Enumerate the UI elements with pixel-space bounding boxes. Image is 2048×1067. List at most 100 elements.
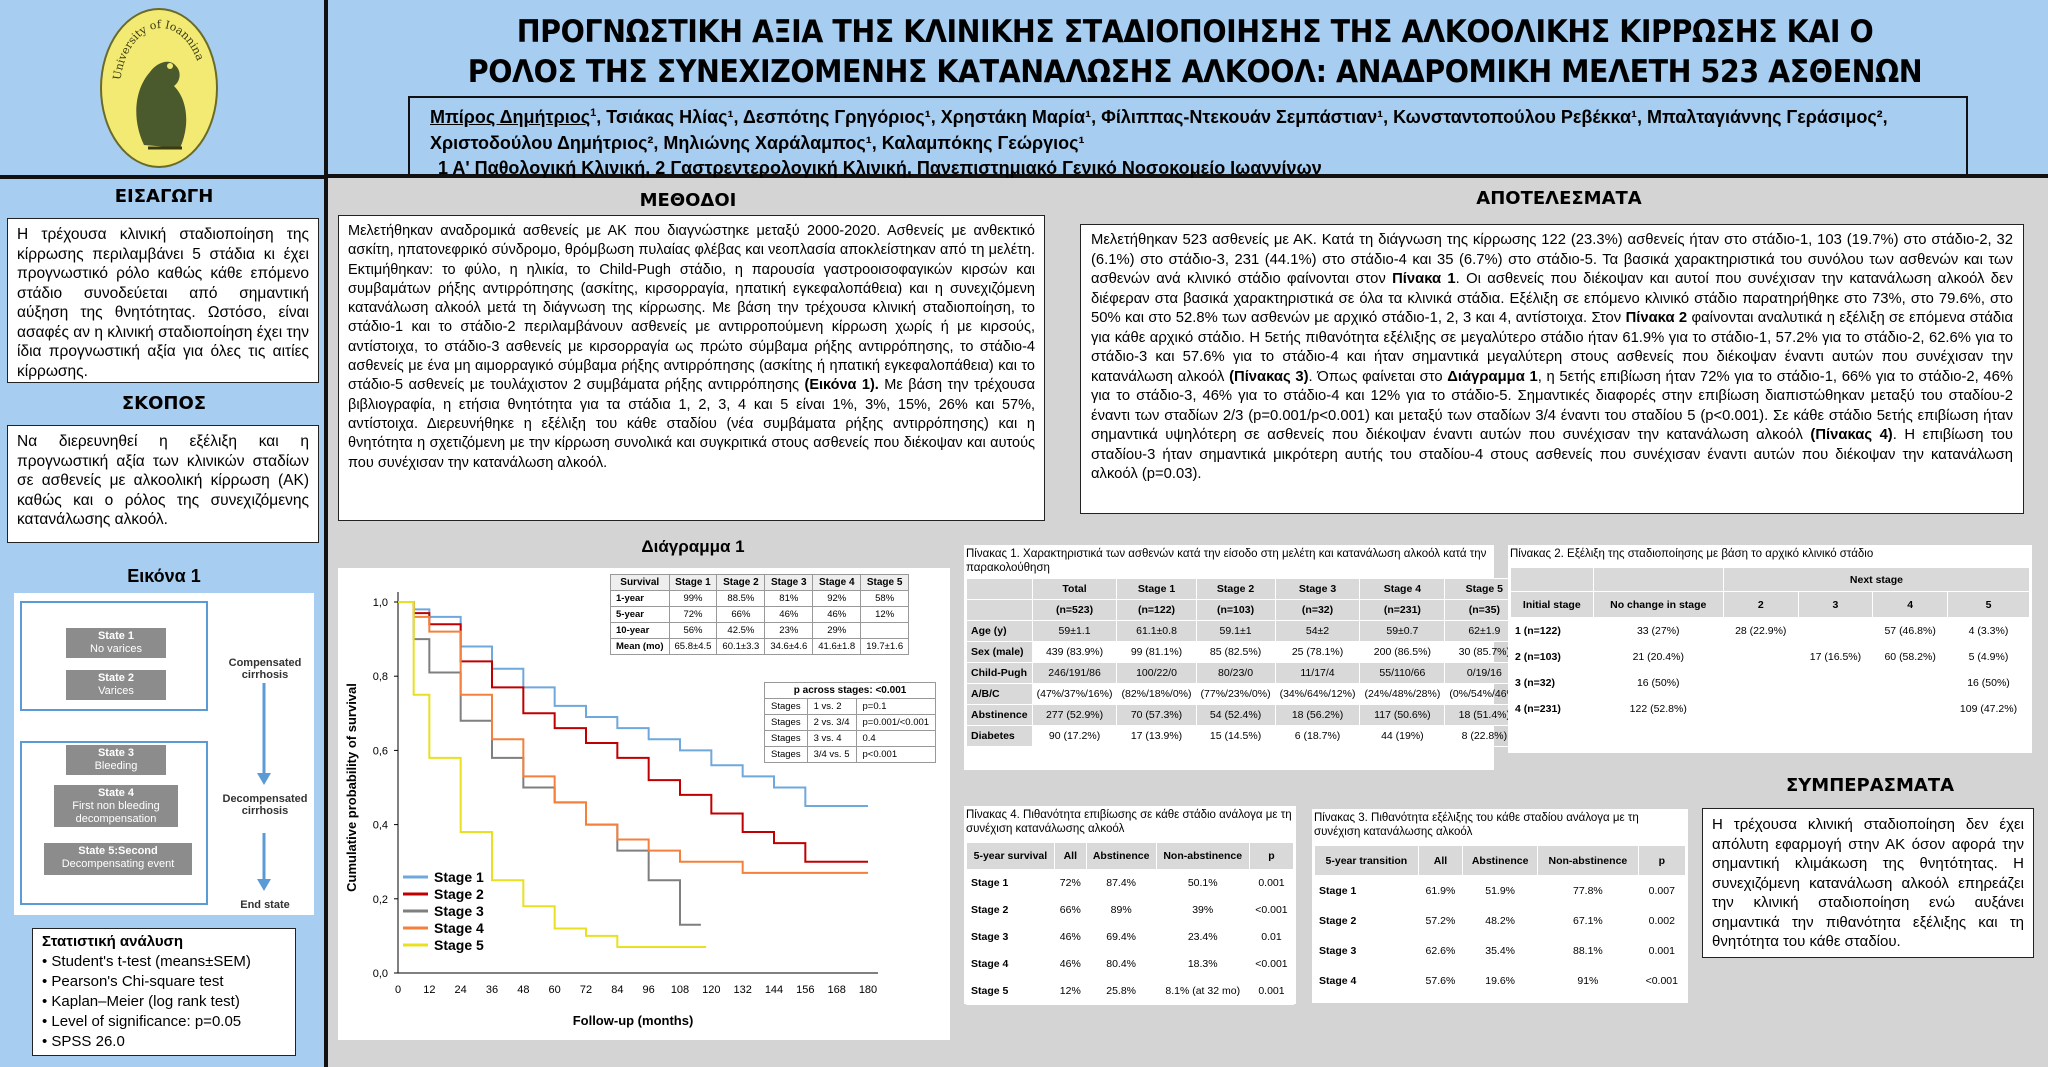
compensated-label: Compensated cirrhosis bbox=[228, 657, 302, 681]
aim-heading: ΣΚΟΠΟΣ bbox=[121, 393, 207, 414]
table-cell: 33 (27%) bbox=[1592, 617, 1724, 644]
km-curve-stage-1 bbox=[398, 601, 868, 808]
methods-text: Μελετήθηκαν αναδρομικά ασθενείς με ΑΚ πο… bbox=[338, 215, 1045, 521]
table1-grid: Total Stage 1 Stage 2 Stage 3 Stage 4 Stage 5… bbox=[966, 578, 1525, 747]
table-cell: 99 (81.1%) bbox=[1116, 641, 1197, 663]
km-plot: 0,0 0,2 0,4 0,6 0,8 1,0 0 12 24 36 48 60 72 84 96 108 12… bbox=[344, 592, 878, 1028]
table1: Πίνακας 1. Χαρακτηριστικά των ασθενών κα… bbox=[964, 545, 1525, 770]
table-cell: 80/23/0 bbox=[1195, 662, 1276, 684]
header-cell: Stage 2 bbox=[716, 574, 766, 591]
row-label: 1-year bbox=[610, 590, 670, 607]
header-cell: (n=32) bbox=[1274, 599, 1361, 621]
row-label: 10-year bbox=[610, 622, 670, 639]
table-cell: Stages bbox=[764, 698, 808, 715]
header-cell: (n=231) bbox=[1359, 599, 1446, 621]
table-cell: 55/110/66 bbox=[1359, 662, 1446, 684]
header-cell: Non-abstinence bbox=[1155, 842, 1250, 870]
figure1-diagram: State 1 No varices State 2 Varices State 3… bbox=[14, 593, 314, 915]
table-cell: <0.001 bbox=[1248, 896, 1295, 924]
table-cell: 0.001 bbox=[1637, 935, 1687, 966]
table-cell: 109 (47.2%) bbox=[1947, 695, 2030, 722]
stats-item: • Pearson's Chi-square test bbox=[42, 973, 224, 990]
table-row: 2 (n=103) 21 (20.4%) 17 (16.5%) 60 (58.2%) 5… bbox=[1510, 643, 2030, 670]
x-tick-label: 0 bbox=[395, 984, 401, 996]
row-label: Stage 2 bbox=[966, 896, 1055, 924]
row-label: Mean (mo) bbox=[610, 638, 670, 655]
table-row: 4 (n=231) 122 (52.8%) 109 (47.2%) bbox=[1510, 695, 2030, 722]
table-cell: 17 (13.9%) bbox=[1116, 725, 1197, 747]
table-cell: 25.8% bbox=[1085, 977, 1157, 1005]
y-tick-label: 0,0 bbox=[373, 968, 388, 980]
km-chart: 0,0 0,2 0,4 0,6 0,8 1,0 0 12 24 36 48 60 72 84 96 108 12… bbox=[338, 568, 950, 1040]
header-cell: 5-year survival bbox=[966, 842, 1055, 870]
state4-box: State 4 First non bleeding decompensation bbox=[54, 785, 178, 827]
x-tick-label: 120 bbox=[702, 984, 720, 996]
legend-label: Stage 1 bbox=[434, 869, 484, 885]
table-cell: 57.2% bbox=[1417, 905, 1464, 936]
compensated-group bbox=[20, 601, 208, 711]
row-label: Stage 4 bbox=[966, 950, 1055, 978]
table-cell: 117 (50.6%) bbox=[1359, 704, 1446, 726]
x-tick-label: 12 bbox=[423, 984, 435, 996]
table-cell: 122 (52.8%) bbox=[1592, 695, 1724, 722]
x-tick-label: 60 bbox=[549, 984, 561, 996]
table-cell: (24%/48%/28%) bbox=[1359, 683, 1446, 705]
table-cell: 46% bbox=[1053, 923, 1087, 951]
header-cell: p bbox=[1248, 842, 1295, 870]
header-cell: Stage 4 bbox=[1359, 578, 1446, 600]
row-label: 3 (n=32) bbox=[1510, 669, 1594, 696]
table-cell: 277 (52.9%) bbox=[1031, 704, 1118, 726]
table-cell: p<0.001 bbox=[855, 746, 937, 763]
p-table: p across stages: <0.001 Stages 1 vs. 2 p=0.… bbox=[763, 682, 937, 763]
y-tick-label: 0,6 bbox=[373, 745, 388, 757]
conclusions-heading: ΣΥΜΠΕΡΑΣΜΑΤΑ bbox=[1785, 775, 1955, 796]
x-tick-label: 180 bbox=[859, 984, 877, 996]
y-tick-label: 1,0 bbox=[373, 597, 388, 609]
table-cell: 61.1±0.8 bbox=[1116, 620, 1197, 642]
table-cell: 56% bbox=[668, 622, 718, 639]
header-cell: Stage 5 bbox=[1444, 578, 1525, 600]
table-cell: 0.007 bbox=[1637, 875, 1687, 906]
table-cell: 60 (58.2%) bbox=[1872, 643, 1949, 670]
header-cell: 5 bbox=[1947, 591, 2030, 618]
header-cell: Survival bbox=[610, 574, 670, 591]
table4: Πίνακας 4. Πιθανότητα επιβίωσης σε κάθε … bbox=[964, 806, 1296, 1005]
x-tick-label: 108 bbox=[671, 984, 689, 996]
km-curve-stage-2 bbox=[398, 601, 868, 863]
table3-grid: 5-year transition All Abstinence Non-abstin… bbox=[1314, 845, 1687, 996]
results-text: Μελετήθηκαν 523 ασθενείς με ΑΚ. Κατά τη … bbox=[1080, 224, 2024, 514]
table-cell: 92% bbox=[812, 590, 862, 607]
table-row: Abstinence 277 (52.9%) 70 (57.3%) 54 (52.4%… bbox=[966, 704, 1525, 726]
table-cell: 29% bbox=[812, 622, 862, 639]
x-tick-label: 72 bbox=[580, 984, 592, 996]
y-tick-label: 0,4 bbox=[373, 820, 388, 832]
table-cell: (47%/37%/16%) bbox=[1031, 683, 1118, 705]
x-tick-label: 24 bbox=[455, 984, 467, 996]
km-curve-stage-3 bbox=[398, 601, 701, 926]
header-cell bbox=[966, 599, 1033, 621]
table-row: Stage 1 72% 87.4% 50.1% 0.001 bbox=[966, 869, 1295, 897]
table-cell bbox=[1872, 669, 1949, 696]
table-cell bbox=[1722, 695, 1799, 722]
table-row: Stage 2 66% 89% 39% <0.001 bbox=[966, 896, 1295, 924]
table-cell: 61.9% bbox=[1417, 875, 1464, 906]
table-cell: 59.1±1 bbox=[1195, 620, 1276, 642]
header-cell: 5-year transition bbox=[1314, 845, 1419, 876]
header-cell: Non-abstinence bbox=[1537, 845, 1639, 876]
next-stage-header: Next stage bbox=[1722, 567, 2031, 592]
table-cell: 85 (82.5%) bbox=[1195, 641, 1276, 663]
results-heading: ΑΠΟΤΕΛΕΣΜΑΤΑ bbox=[1476, 188, 1642, 209]
table-row: Sex (male) 439 (83.9%) 99 (81.1%) 85 (82.5%… bbox=[966, 641, 1525, 663]
table-cell: 34.6±4.6 bbox=[764, 638, 814, 655]
row-label: Abstinence bbox=[966, 704, 1033, 726]
authors-box: Μπίρος Δημήτριος1, Τσιάκας Ηλίας¹, Δεσπό… bbox=[408, 96, 1968, 178]
table-cell bbox=[860, 622, 910, 639]
state3-box: State 3 Bleeding bbox=[66, 745, 166, 775]
table-cell: 439 (83.9%) bbox=[1031, 641, 1118, 663]
header-cell: Stage 3 bbox=[764, 574, 814, 591]
table-cell: 16 (50%) bbox=[1947, 669, 2030, 696]
table-row: Child-Pugh 246/191/86 100/22/0 80/23/0 11/17… bbox=[966, 662, 1525, 684]
first-author: Μπίρος Δημήτριος bbox=[430, 107, 591, 127]
table-cell: <0.001 bbox=[1637, 965, 1687, 996]
row-label: Child-Pugh bbox=[966, 662, 1033, 684]
